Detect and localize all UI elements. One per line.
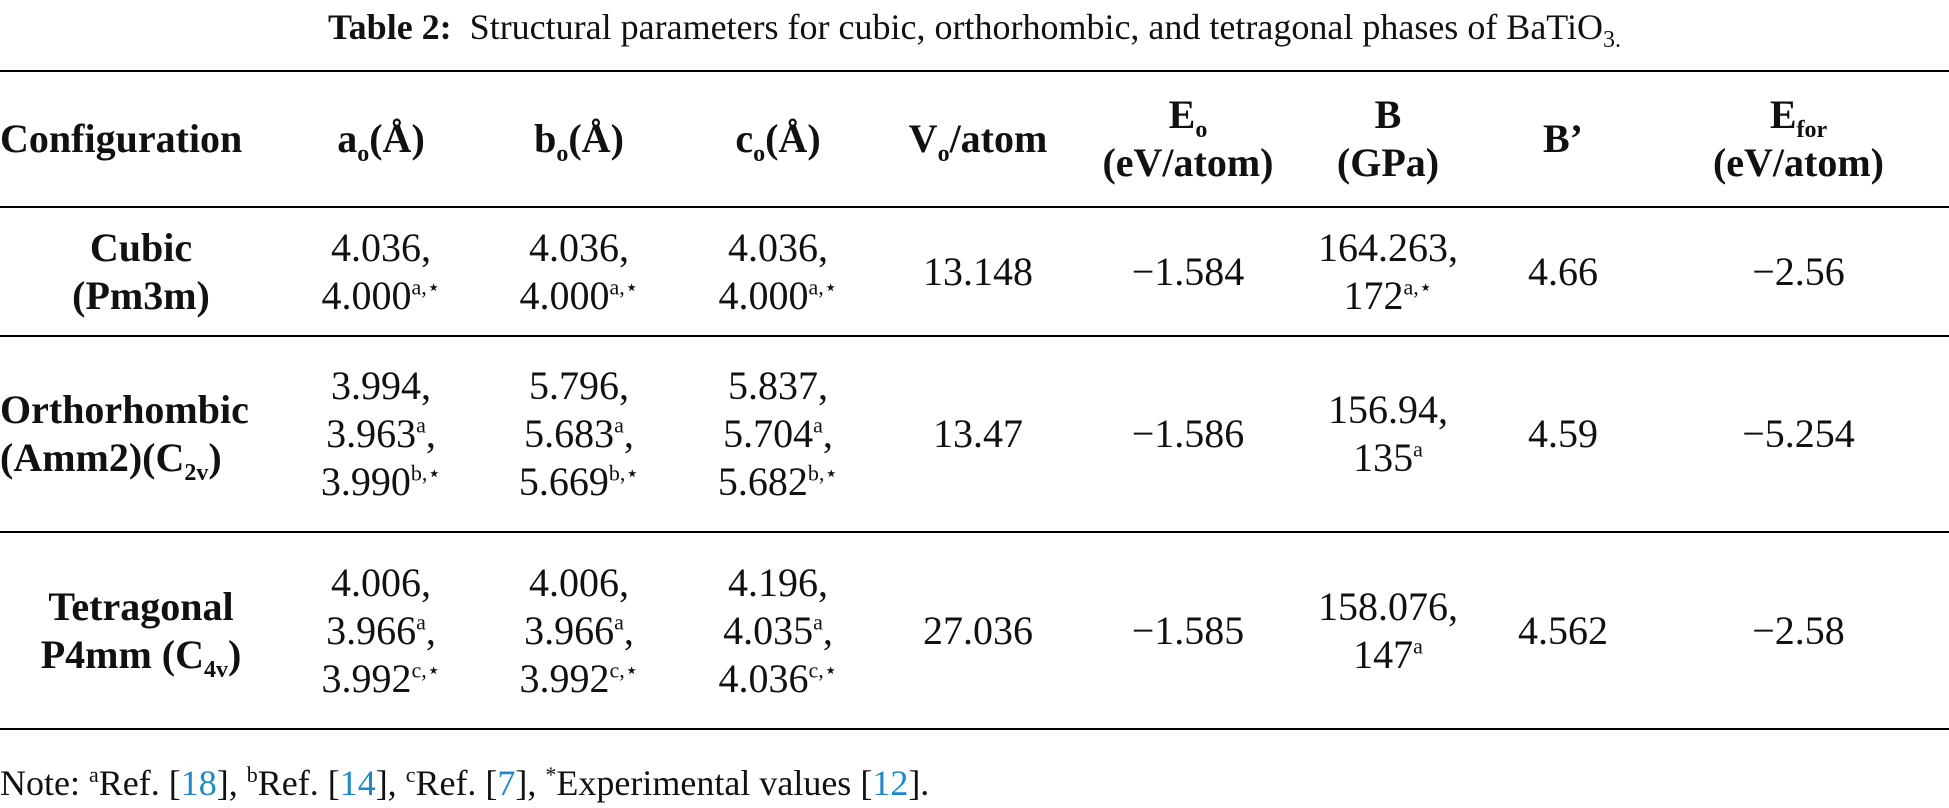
header-energy: Eo (eV/atom) xyxy=(1102,92,1274,185)
cell-b-prime: 4.562 xyxy=(1518,607,1608,653)
header-configuration: Configuration xyxy=(0,116,243,161)
cell-formation-energy: −5.254 xyxy=(1742,411,1855,456)
header-row: Configuration ao(Å) bo(Å) co(Å) Vo/atom … xyxy=(0,71,1949,207)
cell-configuration: Cubic (Pm3m) xyxy=(72,224,210,318)
cell-a: 4.006, 3.966a, 3.992c,⋆ xyxy=(321,559,441,701)
header-c: co(Å) xyxy=(735,116,821,167)
table-row-cubic: Cubic (Pm3m) 4.036, 4.000a,⋆ 4.036, 4.000a,… xyxy=(0,207,1949,336)
cell-configuration: Tetragonal P4mm (C4v) xyxy=(40,583,242,683)
table-row-tetragonal: Tetragonal P4mm (C4v) 4.006, 3.966a, 3.992c… xyxy=(0,532,1949,729)
table-caption: Table 2: Structural parameters for cubic… xyxy=(0,6,1949,52)
cell-b: 5.796, 5.683a, 5.669b,⋆ xyxy=(518,363,640,504)
cell-volume: 13.148 xyxy=(923,248,1033,294)
cell-bulk-modulus: 164.263, 172a,⋆ xyxy=(1318,224,1458,318)
cell-energy: −1.584 xyxy=(1131,248,1245,294)
cell-volume: 27.036 xyxy=(923,607,1033,653)
header-b: bo(Å) xyxy=(534,116,624,167)
cell-bulk-modulus: 158.076, 147a xyxy=(1318,583,1458,677)
cell-configuration: Orthorhombic (Amm2)(C2v) xyxy=(0,387,249,486)
ref-link-7[interactable]: 7 xyxy=(497,763,516,803)
cell-a: 4.036, 4.000a,⋆ xyxy=(321,224,441,318)
cell-b-prime: 4.66 xyxy=(1528,248,1598,294)
caption-text: Structural parameters for cubic, orthorh… xyxy=(469,7,1604,47)
cell-formation-energy: −2.58 xyxy=(1752,607,1845,653)
structural-parameters-table: Configuration ao(Å) bo(Å) co(Å) Vo/atom … xyxy=(0,70,1949,730)
header-b-prime: B’ xyxy=(1543,116,1583,161)
cell-energy: −1.585 xyxy=(1131,607,1245,653)
caption-label: Table 2: xyxy=(327,7,452,47)
header-formation-energy: Efor (eV/atom) xyxy=(1712,92,1885,185)
cell-b-prime: 4.59 xyxy=(1528,411,1598,456)
ref-link-18[interactable]: 18 xyxy=(180,763,217,803)
cell-formation-energy: −2.56 xyxy=(1752,248,1845,294)
table-footnote: Note: aRef. [18], bRef. [14], cRef. [7],… xyxy=(0,762,930,803)
cell-b: 4.006, 3.966a, 3.992c,⋆ xyxy=(519,559,639,701)
cell-energy: −1.586 xyxy=(1131,411,1245,456)
header-a: ao(Å) xyxy=(337,116,425,167)
cell-b: 4.036, 4.000a,⋆ xyxy=(519,224,639,318)
cell-a: 3.994, 3.963a, 3.990b,⋆ xyxy=(320,363,442,504)
cell-volume: 13.47 xyxy=(933,411,1023,456)
header-bulk-modulus: B (GPa) xyxy=(1336,92,1440,185)
table-row-orthorhombic: Orthorhombic (Amm2)(C2v) 3.994, 3.963a, 3.9… xyxy=(0,336,1949,532)
cell-c: 4.196, 4.035a, 4.036c,⋆ xyxy=(718,559,838,701)
cell-c: 5.837, 5.704a, 5.682b,⋆ xyxy=(717,363,839,504)
cell-c: 4.036, 4.000a,⋆ xyxy=(718,224,838,318)
ref-link-12[interactable]: 12 xyxy=(872,763,909,803)
cell-bulk-modulus: 156.94, 135a xyxy=(1328,387,1448,480)
caption-subscript: 3. xyxy=(1603,27,1622,54)
header-volume: Vo/atom xyxy=(908,116,1048,167)
ref-link-14[interactable]: 14 xyxy=(339,763,376,803)
